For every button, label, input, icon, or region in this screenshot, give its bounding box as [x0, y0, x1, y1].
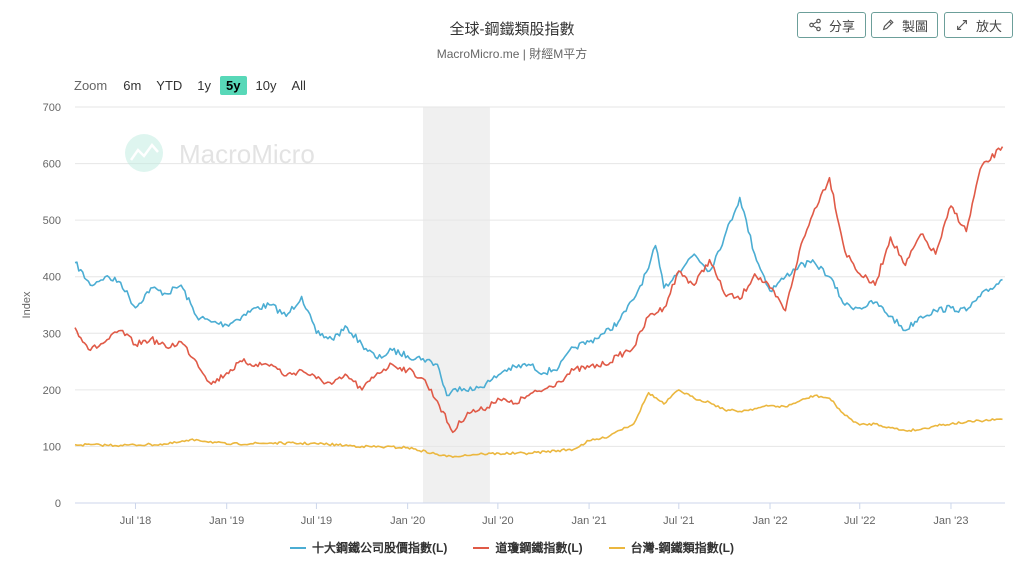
y-tick-label: 0 [55, 498, 61, 510]
series-line-2 [74, 146, 1004, 434]
chart-subtitle: MacroMicro.me | 財經M平方 [436, 47, 588, 61]
expand-icon [957, 20, 967, 30]
legend-swatch [608, 546, 625, 549]
draw-button[interactable]: 製圖 [871, 12, 938, 38]
expand-label: 放大 [975, 18, 1002, 34]
macromicro-logo-icon [125, 134, 163, 172]
x-tick-label: Jul '21 [663, 515, 694, 527]
series-line-1 [74, 196, 1003, 397]
x-tick-label: Jul '19 [301, 515, 332, 527]
x-tick-label: Jan '19 [209, 515, 244, 527]
draw-label: 製圖 [901, 18, 928, 34]
pencil-icon [882, 19, 894, 31]
share-label: 分享 [828, 18, 855, 34]
legend-item-series2[interactable]: 道瓊鋼鐵指數(L) [473, 539, 583, 556]
x-tick-label: Jul '22 [844, 515, 875, 527]
zoom-6m[interactable]: 6m [123, 77, 142, 93]
legend-label: 道瓊鋼鐵指數(L) [495, 541, 583, 555]
zoom-10y[interactable]: 10y [255, 77, 277, 93]
watermark: MacroMicro [125, 134, 315, 172]
y-tick-label: 200 [43, 385, 61, 397]
y-tick-label: 500 [43, 215, 61, 227]
x-tick-label: Jul '18 [120, 515, 151, 527]
legend-label: 台灣-鋼鐵類指數(L) [630, 541, 734, 555]
share-icon [809, 18, 821, 32]
series-line-3 [74, 389, 1003, 458]
y-tick-label: 400 [43, 272, 61, 284]
zoom-label: Zoom [74, 77, 108, 93]
zoom-all[interactable]: All [291, 77, 306, 93]
y-tick-label: 300 [43, 328, 61, 340]
zoom-ytd[interactable]: YTD [156, 77, 183, 93]
chart-title: 全球-鋼鐵類股指數 [449, 21, 575, 38]
zoom-5y[interactable]: 5y [220, 75, 247, 95]
y-axis-label: Index [21, 291, 33, 318]
x-tick-label: Jul '20 [482, 515, 513, 527]
legend-item-series1[interactable]: 十大鋼鐵公司股價指數(L) [290, 539, 447, 556]
x-tick-label: Jan '20 [390, 515, 425, 527]
zoom-1y[interactable]: 1y [197, 77, 212, 93]
y-tick-label: 600 [43, 159, 61, 171]
zoom-selector: Zoom 6m YTD 1y 5y 10y All [74, 74, 315, 96]
y-tick-label: 100 [43, 441, 61, 453]
x-tick-label: Jan '23 [933, 515, 968, 527]
legend-swatch [290, 546, 306, 549]
expand-button[interactable]: 放大 [944, 12, 1013, 38]
share-button[interactable]: 分享 [797, 12, 866, 38]
watermark-text: MacroMicro [179, 139, 315, 169]
x-tick-label: Jan '22 [752, 515, 787, 527]
legend-swatch [473, 546, 490, 549]
shaded-band [423, 107, 490, 503]
legend: 十大鋼鐵公司股價指數(L) 道瓊鋼鐵指數(L) 台灣-鋼鐵類指數(L) [0, 539, 1024, 556]
y-tick-label: 700 [43, 102, 61, 114]
legend-label: 十大鋼鐵公司股價指數(L) [312, 541, 448, 555]
legend-item-series3[interactable]: 台灣-鋼鐵類指數(L) [608, 539, 734, 556]
x-tick-label: Jan '21 [572, 515, 607, 527]
